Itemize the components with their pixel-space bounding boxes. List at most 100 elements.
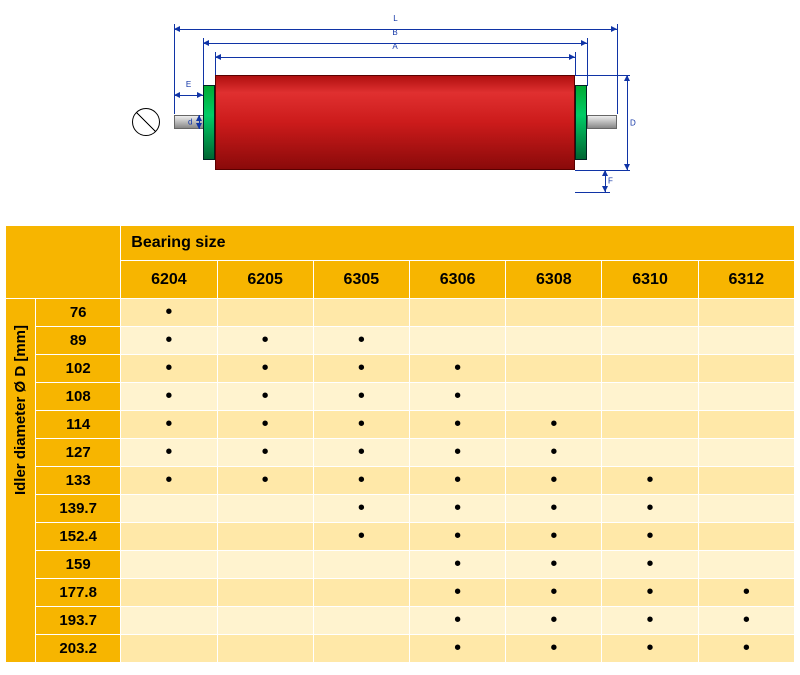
data-cell <box>506 327 602 355</box>
dot-icon: • <box>165 357 172 379</box>
data-cell: • <box>506 439 602 467</box>
data-cell: • <box>602 635 698 663</box>
row-axis-label: Idler diameter Ø D [mm] <box>6 299 36 663</box>
table-row: 108•••• <box>6 383 795 411</box>
data-cell: • <box>121 299 217 327</box>
data-cell <box>698 327 794 355</box>
row-label: 114 <box>36 411 121 439</box>
dot-icon: • <box>454 609 461 631</box>
ext-line <box>203 38 204 86</box>
data-cell <box>506 383 602 411</box>
dot-icon: • <box>165 469 172 491</box>
table-row: 89••• <box>6 327 795 355</box>
data-cell: • <box>313 439 409 467</box>
data-cell <box>506 299 602 327</box>
data-cell: • <box>217 327 313 355</box>
data-cell: • <box>698 635 794 663</box>
dimension-L-label: L <box>393 14 397 23</box>
dot-icon: • <box>454 581 461 603</box>
table-row: 177.8•••• <box>6 579 795 607</box>
data-cell: • <box>217 411 313 439</box>
dot-icon: • <box>262 441 269 463</box>
row-label: 139.7 <box>36 495 121 523</box>
data-cell: • <box>409 635 505 663</box>
table-row: 159••• <box>6 551 795 579</box>
shaft-right <box>587 115 617 129</box>
data-cell: • <box>602 523 698 551</box>
data-cell <box>698 411 794 439</box>
dot-icon: • <box>165 441 172 463</box>
data-cell: • <box>506 551 602 579</box>
data-cell: • <box>217 383 313 411</box>
row-label: 203.2 <box>36 635 121 663</box>
data-cell <box>698 523 794 551</box>
row-label: 193.7 <box>36 607 121 635</box>
row-label: 108 <box>36 383 121 411</box>
dimension-D-label: D <box>630 118 636 127</box>
data-cell: • <box>121 383 217 411</box>
dot-icon: • <box>454 357 461 379</box>
dot-icon: • <box>454 469 461 491</box>
table-row: 127••••• <box>6 439 795 467</box>
dot-icon: • <box>550 609 557 631</box>
data-cell: • <box>506 635 602 663</box>
data-cell: • <box>121 327 217 355</box>
dimension-E: E <box>174 90 203 100</box>
dimension-B-label: B <box>392 28 397 37</box>
dimension-A: A <box>215 52 575 62</box>
data-cell <box>217 523 313 551</box>
data-cell: • <box>409 523 505 551</box>
dot-icon: • <box>454 637 461 659</box>
data-cell: • <box>409 607 505 635</box>
endcap-left <box>203 85 215 160</box>
data-cell <box>698 355 794 383</box>
data-cell: • <box>409 467 505 495</box>
row-label: 177.8 <box>36 579 121 607</box>
dot-icon: • <box>358 441 365 463</box>
ext-line <box>575 192 610 193</box>
data-cell: • <box>409 383 505 411</box>
column-header: 6305 <box>313 261 409 299</box>
dot-icon: • <box>262 385 269 407</box>
data-cell <box>217 495 313 523</box>
dot-icon: • <box>358 497 365 519</box>
dimension-F-label: F <box>608 177 613 186</box>
data-cell <box>698 551 794 579</box>
data-cell <box>217 635 313 663</box>
dot-icon: • <box>550 553 557 575</box>
row-label: 89 <box>36 327 121 355</box>
dimension-F: F <box>600 170 610 192</box>
bearing-size-table: Bearing size 620462056305630663086310631… <box>5 225 795 663</box>
data-cell: • <box>313 467 409 495</box>
dot-icon: • <box>550 469 557 491</box>
data-cell: • <box>121 411 217 439</box>
data-cell: • <box>602 579 698 607</box>
data-cell <box>409 327 505 355</box>
data-cell <box>602 327 698 355</box>
table-row: 203.2•••• <box>6 635 795 663</box>
header-row: Bearing size <box>6 226 795 261</box>
dot-icon: • <box>165 413 172 435</box>
data-cell <box>698 439 794 467</box>
dimension-A-label: A <box>392 42 397 51</box>
data-cell: • <box>602 551 698 579</box>
table-row: 114••••• <box>6 411 795 439</box>
row-label: 152.4 <box>36 523 121 551</box>
table-row: 139.7•••• <box>6 495 795 523</box>
dot-icon: • <box>647 609 654 631</box>
data-cell: • <box>602 607 698 635</box>
column-header: 6204 <box>121 261 217 299</box>
dot-icon: • <box>743 637 750 659</box>
dot-icon: • <box>165 329 172 351</box>
column-header: 6310 <box>602 261 698 299</box>
bearing-size-header: Bearing size <box>121 226 795 261</box>
compatibility-table: Bearing size 620462056305630663086310631… <box>5 225 795 663</box>
column-header: 6308 <box>506 261 602 299</box>
dot-icon: • <box>743 581 750 603</box>
data-cell: • <box>698 607 794 635</box>
table-row: 133•••••• <box>6 467 795 495</box>
data-cell: • <box>506 411 602 439</box>
dot-icon: • <box>454 525 461 547</box>
dot-icon: • <box>454 385 461 407</box>
roller-body <box>215 75 575 170</box>
